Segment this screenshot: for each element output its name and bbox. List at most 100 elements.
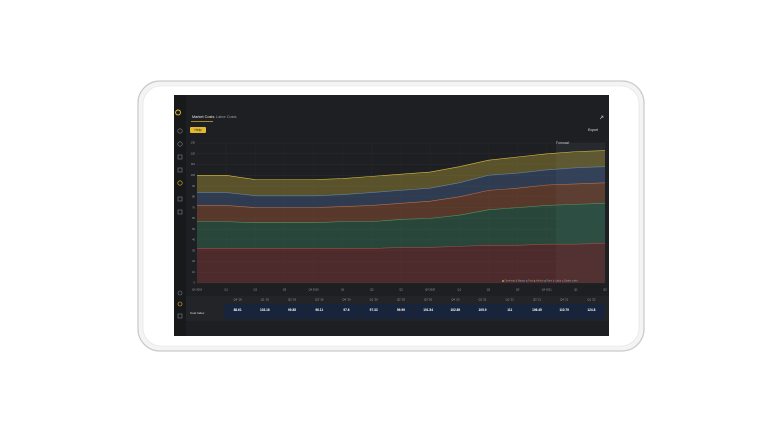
value-cell: [414, 304, 442, 319]
x-tick-label: Q1: [341, 288, 345, 292]
area-band: [197, 182, 605, 223]
value-cell-text: 111: [507, 308, 512, 312]
y-tick-label: 70: [192, 205, 195, 209]
value-cell: [469, 304, 496, 319]
value-cell: [387, 304, 415, 319]
expand-icon[interactable]: [599, 115, 604, 120]
area-line: [197, 242, 606, 249]
value-cell-text: 99.85: [288, 308, 296, 312]
y-tick-label: 0: [194, 281, 196, 285]
help-button-label[interactable]: Help: [195, 128, 202, 132]
column-header: Q1 '19: [261, 298, 270, 302]
value-cell: [224, 304, 251, 319]
x-tick-label: Q2: [487, 288, 491, 292]
value-cell-text: 124.8: [587, 308, 595, 312]
area-line: [197, 203, 606, 223]
y-tick-label: 60: [192, 216, 195, 220]
value-cell-text: 88.61: [234, 308, 242, 312]
y-tick-label: 80: [192, 195, 195, 199]
x-tick-label: Q2: [370, 288, 374, 292]
forecast-region: [556, 143, 605, 283]
column-header: Q1 '22: [587, 298, 596, 302]
legend-label: Overhead & Margin: [505, 280, 526, 283]
y-tick-label: 50: [192, 227, 195, 231]
value-cell: [523, 304, 551, 319]
value-cell-text: 101.54: [423, 308, 433, 312]
x-tick-label: Q3: [283, 288, 287, 292]
y-tick-label: 30: [192, 248, 195, 252]
legend-swatch: [533, 280, 536, 282]
column-header: Q4 '21: [560, 298, 569, 302]
value-cell: [333, 304, 360, 319]
value-cell: [251, 304, 279, 319]
y-tick-label: 40: [192, 238, 195, 242]
x-tick-label: Q1: [458, 288, 462, 292]
area-band: [197, 203, 605, 249]
area-line: [197, 150, 606, 180]
app-background: [174, 95, 609, 336]
value-cell: [442, 304, 469, 319]
legend-swatch: [544, 280, 547, 282]
value-cell-text: 103.16: [260, 308, 270, 312]
column-header: Q1 '20: [370, 298, 379, 302]
value-cell-text: 106.45: [532, 308, 542, 312]
legend-label: Dealer costs: [564, 280, 578, 283]
x-tick-label: Q2: [603, 288, 607, 292]
value-cell-text: 97.6: [343, 308, 349, 312]
tab-market-costs[interactable]: Market Costs: [192, 115, 214, 119]
column-header: Q1 '21: [478, 298, 487, 302]
column-header: Q2 '21: [506, 298, 515, 302]
help-button[interactable]: [190, 127, 206, 133]
value-cell: [278, 304, 306, 319]
tab-underline: [191, 121, 213, 122]
area-band: [197, 150, 605, 196]
area-line: [197, 182, 606, 208]
legend-swatch: [525, 280, 528, 282]
tab-labor-costs[interactable]: Labor Costs: [216, 115, 237, 119]
area-band: [197, 243, 605, 283]
x-tick-label: Q3: [399, 288, 403, 292]
legend-label: Vehicle: [536, 280, 544, 283]
column-header: Q2 '20: [397, 298, 406, 302]
x-tick-label: Q2: [254, 288, 258, 292]
x-tick-label: Q4 2020: [425, 288, 436, 292]
x-tick-label: Q1: [574, 288, 578, 292]
y-tick-label: 130: [191, 141, 196, 145]
value-cell-text: 96.11: [315, 308, 323, 312]
column-header: Q4 '20: [451, 298, 460, 302]
value-cell: [550, 304, 578, 319]
y-tick-label: 100: [191, 173, 196, 177]
x-tick-label: Q3: [516, 288, 520, 292]
x-tick-label: Q4 2021: [542, 288, 553, 292]
export-button[interactable]: Export: [588, 128, 598, 132]
column-header: Q3 '19: [315, 298, 324, 302]
area-band: [197, 166, 605, 208]
value-cell-text: 102.89: [450, 308, 460, 312]
column-header: Q4 '19: [342, 298, 351, 302]
column-header: Q3 '20: [424, 298, 433, 302]
row-label: Cost Index: [190, 311, 205, 315]
sidebar-icons: [175, 109, 183, 319]
y-tick-label: 120: [191, 151, 196, 155]
y-tick-label: 10: [192, 270, 195, 274]
value-cell: [305, 304, 333, 319]
value-cell: [496, 304, 524, 319]
x-tick-label: Q4 2018: [192, 288, 203, 292]
value-cell-text: 105.9: [479, 308, 487, 312]
sidebar: [174, 95, 186, 336]
value-cell-text: 99.99: [397, 308, 405, 312]
y-tick-label: 110: [191, 162, 196, 166]
value-cell: [360, 304, 387, 319]
x-tick-label: Q4 2019: [309, 288, 320, 292]
value-cell-text: 110.79: [559, 308, 569, 312]
legend-swatch: [502, 280, 504, 282]
y-tick-label: 90: [192, 184, 195, 188]
value-cell: [578, 304, 605, 319]
x-tick-label: Q1: [224, 288, 228, 292]
value-cell-text: 97.33: [370, 308, 378, 312]
y-tick-label: 20: [192, 259, 195, 263]
legend-label: Fuel: [528, 280, 533, 283]
column-header: Q3 '21: [533, 298, 542, 302]
